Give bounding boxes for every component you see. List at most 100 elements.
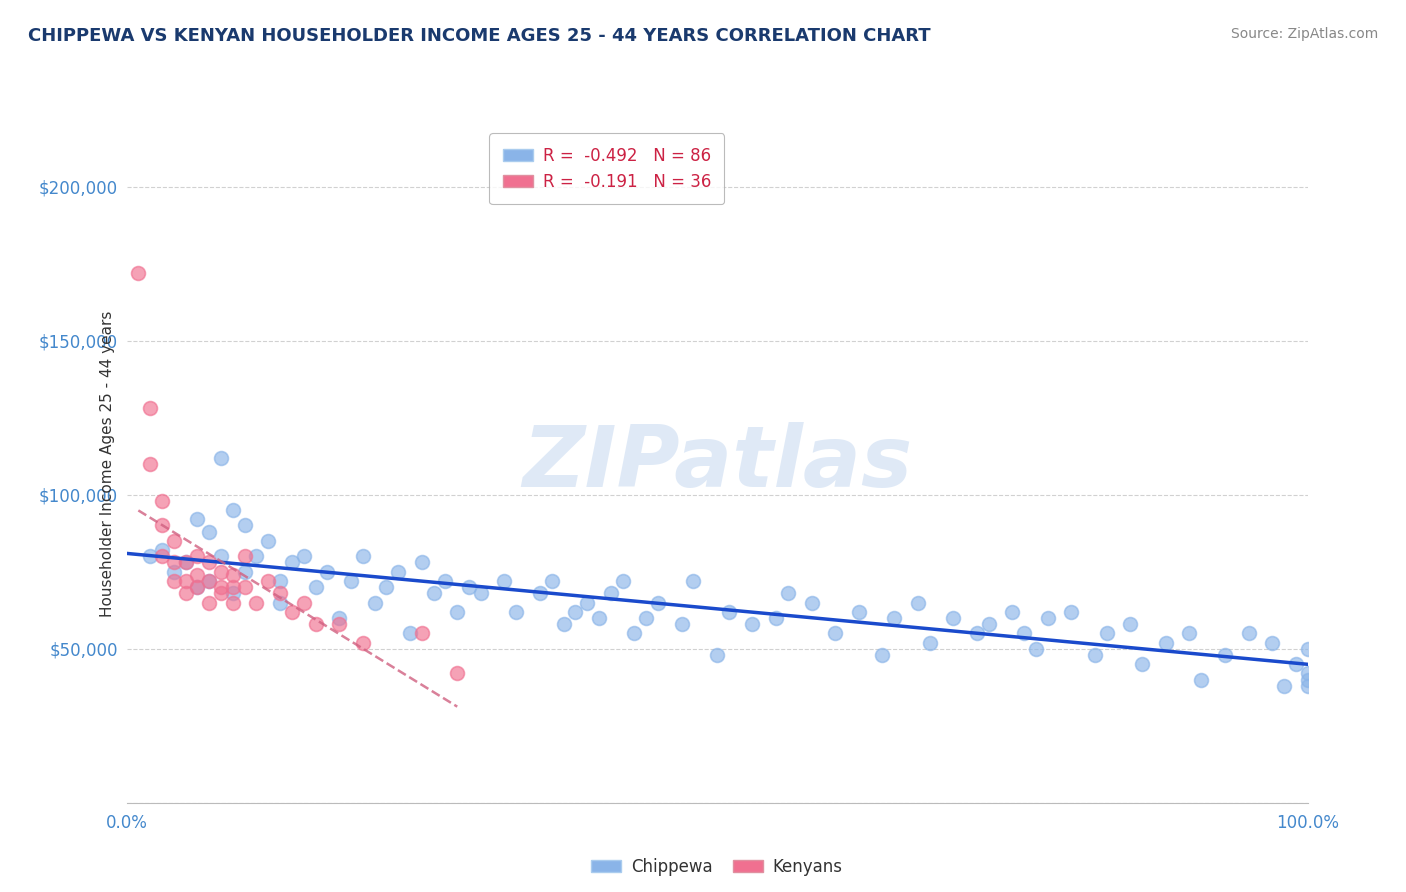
Point: [257, 533, 280, 548]
Point: [222, 580, 245, 594]
Point: [612, 574, 634, 588]
Point: [186, 512, 208, 526]
Point: [458, 580, 481, 594]
Point: [375, 580, 398, 594]
Point: [966, 626, 988, 640]
Point: [269, 574, 291, 588]
Point: [1237, 626, 1260, 640]
Point: [340, 574, 363, 588]
Point: [387, 565, 409, 579]
Point: [186, 567, 208, 582]
Point: [1119, 617, 1142, 632]
Point: [174, 586, 197, 600]
Point: [174, 556, 197, 570]
Point: [163, 574, 186, 588]
Point: [233, 549, 256, 564]
Point: [316, 565, 339, 579]
Point: [1285, 657, 1308, 672]
Point: [257, 574, 280, 588]
Point: [1095, 626, 1118, 640]
Point: [411, 626, 433, 640]
Point: [883, 611, 905, 625]
Point: [304, 617, 326, 632]
Point: [872, 648, 894, 662]
Point: [1296, 666, 1319, 681]
Point: [233, 565, 256, 579]
Point: [139, 549, 162, 564]
Point: [209, 450, 232, 465]
Point: [540, 574, 562, 588]
Point: [918, 635, 941, 649]
Point: [977, 617, 1000, 632]
Point: [222, 503, 245, 517]
Point: [1272, 679, 1295, 693]
Point: [163, 533, 186, 548]
Point: [198, 524, 221, 539]
Point: [1154, 635, 1177, 649]
Point: [494, 574, 516, 588]
Point: [245, 595, 267, 609]
Point: [1189, 673, 1212, 687]
Point: [139, 401, 162, 416]
Point: [363, 595, 385, 609]
Point: [446, 666, 468, 681]
Point: [269, 595, 291, 609]
Point: [1084, 648, 1107, 662]
Point: [1296, 641, 1319, 656]
Point: [1296, 673, 1319, 687]
Text: Source: ZipAtlas.com: Source: ZipAtlas.com: [1230, 27, 1378, 41]
Point: [209, 549, 232, 564]
Point: [163, 565, 186, 579]
Point: [848, 605, 870, 619]
Point: [671, 617, 693, 632]
Text: CHIPPEWA VS KENYAN HOUSEHOLDER INCOME AGES 25 - 44 YEARS CORRELATION CHART: CHIPPEWA VS KENYAN HOUSEHOLDER INCOME AG…: [28, 27, 931, 45]
Point: [186, 580, 208, 594]
Point: [292, 549, 315, 564]
Y-axis label: Householder Income Ages 25 - 44 years: Householder Income Ages 25 - 44 years: [100, 310, 115, 617]
Point: [174, 574, 197, 588]
Point: [1001, 605, 1024, 619]
Point: [636, 611, 658, 625]
Point: [139, 457, 162, 471]
Text: ZIPatlas: ZIPatlas: [522, 422, 912, 506]
Point: [907, 595, 929, 609]
Point: [1025, 641, 1047, 656]
Point: [599, 586, 621, 600]
Point: [1060, 605, 1083, 619]
Point: [1130, 657, 1153, 672]
Point: [1261, 635, 1284, 649]
Point: [281, 605, 304, 619]
Point: [682, 574, 704, 588]
Point: [706, 648, 728, 662]
Point: [209, 586, 232, 600]
Legend: Chippewa, Kenyans: Chippewa, Kenyans: [585, 851, 849, 882]
Point: [186, 549, 208, 564]
Point: [233, 580, 256, 594]
Point: [1012, 626, 1035, 640]
Point: [942, 611, 965, 625]
Point: [576, 595, 599, 609]
Point: [765, 611, 787, 625]
Point: [399, 626, 422, 640]
Point: [186, 580, 208, 594]
Point: [776, 586, 799, 600]
Point: [150, 518, 173, 533]
Point: [647, 595, 669, 609]
Point: [529, 586, 551, 600]
Point: [505, 605, 527, 619]
Point: [553, 617, 575, 632]
Point: [281, 556, 304, 570]
Point: [127, 266, 149, 280]
Point: [588, 611, 610, 625]
Point: [446, 605, 468, 619]
Point: [741, 617, 763, 632]
Point: [198, 556, 221, 570]
Point: [328, 617, 350, 632]
Point: [269, 586, 291, 600]
Point: [352, 549, 374, 564]
Point: [222, 586, 245, 600]
Point: [292, 595, 315, 609]
Point: [198, 574, 221, 588]
Point: [150, 493, 173, 508]
Point: [411, 556, 433, 570]
